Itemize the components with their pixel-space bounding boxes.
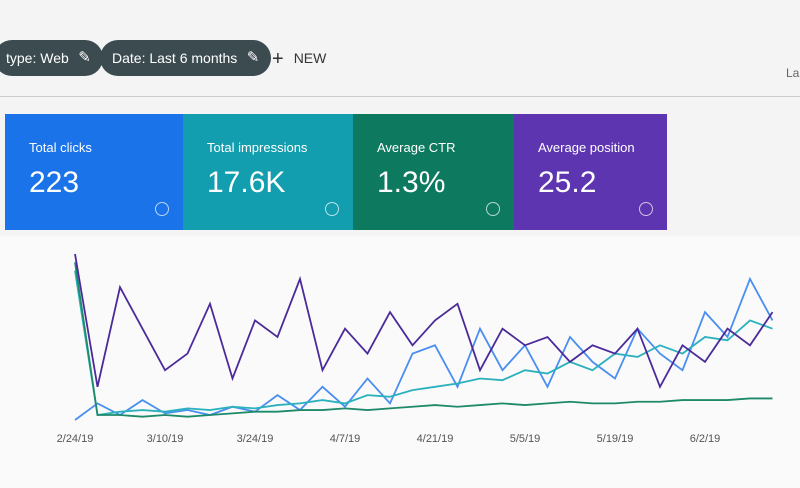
metric-card[interactable]: Average CTR 1.3%	[353, 114, 514, 230]
x-tick-label: 5/5/19	[510, 433, 541, 445]
metric-value: 1.3%	[377, 166, 446, 199]
filter-chip[interactable]: Date: Last 6 months	[100, 40, 272, 76]
metric-card[interactable]: Average position 25.2	[514, 114, 667, 230]
series-line	[74, 253, 774, 389]
metric-value: 17.6K	[207, 166, 286, 199]
x-tick-label: 6/2/19	[690, 433, 721, 445]
metric-label: Total clicks	[29, 140, 92, 155]
series-line	[74, 276, 774, 421]
help-icon[interactable]	[155, 202, 169, 216]
filter-chip[interactable]: type: Web	[0, 40, 103, 76]
toolbar-text: La	[786, 66, 800, 80]
divider	[0, 96, 800, 97]
x-tick-label: 4/21/19	[417, 433, 454, 445]
performance-chart: 2/24/19 3/10/19 3/24/19 4/7/19 4/21/19 5/5/19…	[0, 236, 800, 488]
metric-label: Average position	[538, 140, 635, 155]
x-tick-label: 2/24/19	[57, 433, 94, 445]
help-icon[interactable]	[325, 202, 339, 216]
metric-card[interactable]: Total clicks 223	[5, 114, 183, 230]
new-label: NEW	[293, 50, 327, 66]
metric-cards: Total clicks 223 Total impressions 17.6K Ave…	[5, 114, 667, 230]
metric-value: 223	[29, 166, 80, 199]
x-tick-label: 5/19/19	[597, 433, 634, 445]
x-tick-label: 3/10/19	[147, 433, 184, 445]
metric-value: 25.2	[538, 166, 597, 199]
series-line	[74, 262, 773, 418]
new-button[interactable]: + NEW	[272, 48, 327, 70]
metric-card[interactable]: Total impressions 17.6K	[183, 114, 353, 230]
x-tick-label: 4/7/19	[330, 433, 361, 445]
help-icon[interactable]	[639, 202, 653, 216]
metric-label: Total impressions	[207, 140, 308, 155]
x-tick-label: 3/24/19	[237, 433, 274, 445]
help-icon[interactable]	[486, 202, 500, 216]
metric-label: Average CTR	[377, 140, 456, 155]
chart-background	[0, 236, 800, 488]
series-line	[74, 270, 773, 417]
